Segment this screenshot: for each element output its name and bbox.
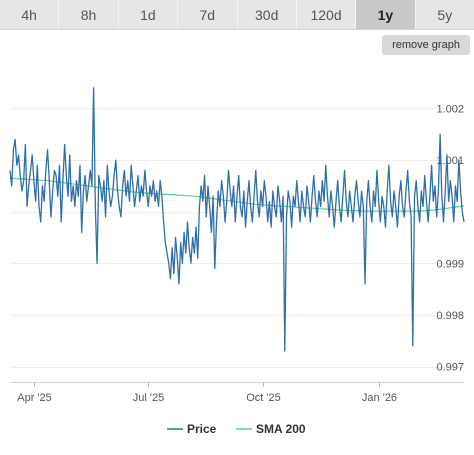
y-tick-label: 1.002: [436, 103, 464, 115]
y-tick-label: 1.001: [436, 155, 464, 167]
chart-series: [9, 87, 465, 352]
tab-1d[interactable]: 1d: [119, 0, 179, 29]
tab-30d[interactable]: 30d: [238, 0, 297, 29]
legend-item-price[interactable]: Price: [167, 422, 217, 436]
timeframe-tabs: 4h 8h 1d 7d 30d 120d 1y 5y: [0, 0, 474, 30]
x-tick-label: Apr '25: [17, 392, 52, 404]
remove-graph-button[interactable]: remove graph: [382, 35, 470, 55]
x-axis-labels: Apr '25 Jul '25 Oct '25 Jan '26: [17, 382, 397, 404]
x-tick-label: Jul '25: [133, 392, 164, 404]
y-tick-label: 0.999: [436, 258, 464, 270]
tab-8h[interactable]: 8h: [59, 0, 119, 29]
chart-grid: [10, 108, 464, 383]
y-tick-label: 0.998: [436, 310, 464, 322]
tab-1y[interactable]: 1y: [356, 0, 416, 29]
x-tick-label: Jan '26: [362, 392, 397, 404]
legend-item-sma-200[interactable]: SMA 200: [236, 422, 306, 436]
y-tick-label: 0.997: [436, 362, 464, 374]
price-line: [9, 87, 465, 352]
y-axis-labels: 0.997 0.998 0.999 1.001 1.002: [436, 103, 464, 373]
chart-legend[interactable]: Price SMA 200: [167, 422, 306, 436]
tab-4h[interactable]: 4h: [0, 0, 60, 29]
tab-7d[interactable]: 7d: [178, 0, 238, 29]
tab-120d[interactable]: 120d: [297, 0, 357, 29]
legend-label: SMA 200: [256, 422, 306, 436]
tab-5y[interactable]: 5y: [437, 6, 453, 23]
legend-label: Price: [187, 422, 217, 436]
x-tick-label: Oct '25: [246, 392, 281, 404]
